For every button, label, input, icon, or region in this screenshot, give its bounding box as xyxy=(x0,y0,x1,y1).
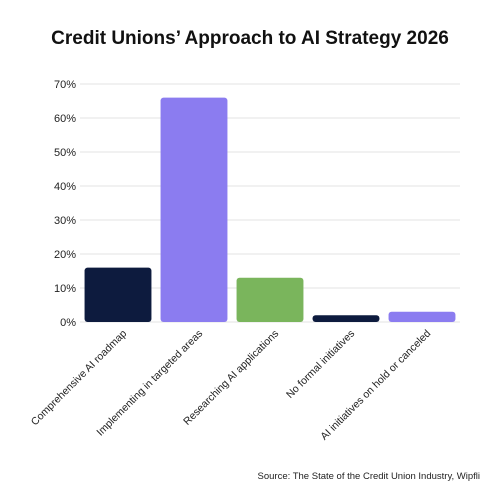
y-axis-ticks: 0% 10% 20% 30% 40% 50% 60% 70% xyxy=(54,79,76,329)
y-tick-label: 30% xyxy=(54,215,76,227)
bar xyxy=(388,311,456,322)
bar xyxy=(236,277,304,322)
y-tick-label: 70% xyxy=(54,79,76,91)
bars xyxy=(84,97,456,322)
y-tick-label: 10% xyxy=(54,283,76,295)
y-tick-label: 60% xyxy=(54,113,76,125)
bar xyxy=(160,97,228,322)
source-note: Source: The State of the Credit Union In… xyxy=(258,471,480,482)
x-category-label: No formal initiatives xyxy=(284,328,357,401)
chart-title: Credit Unions’ Approach to AI Strategy 2… xyxy=(51,28,449,49)
y-tick-label: 40% xyxy=(54,181,76,193)
bar xyxy=(84,267,152,322)
y-tick-label: 0% xyxy=(60,317,76,329)
y-tick-label: 50% xyxy=(54,147,76,159)
y-tick-label: 20% xyxy=(54,249,76,261)
bar xyxy=(312,315,380,322)
